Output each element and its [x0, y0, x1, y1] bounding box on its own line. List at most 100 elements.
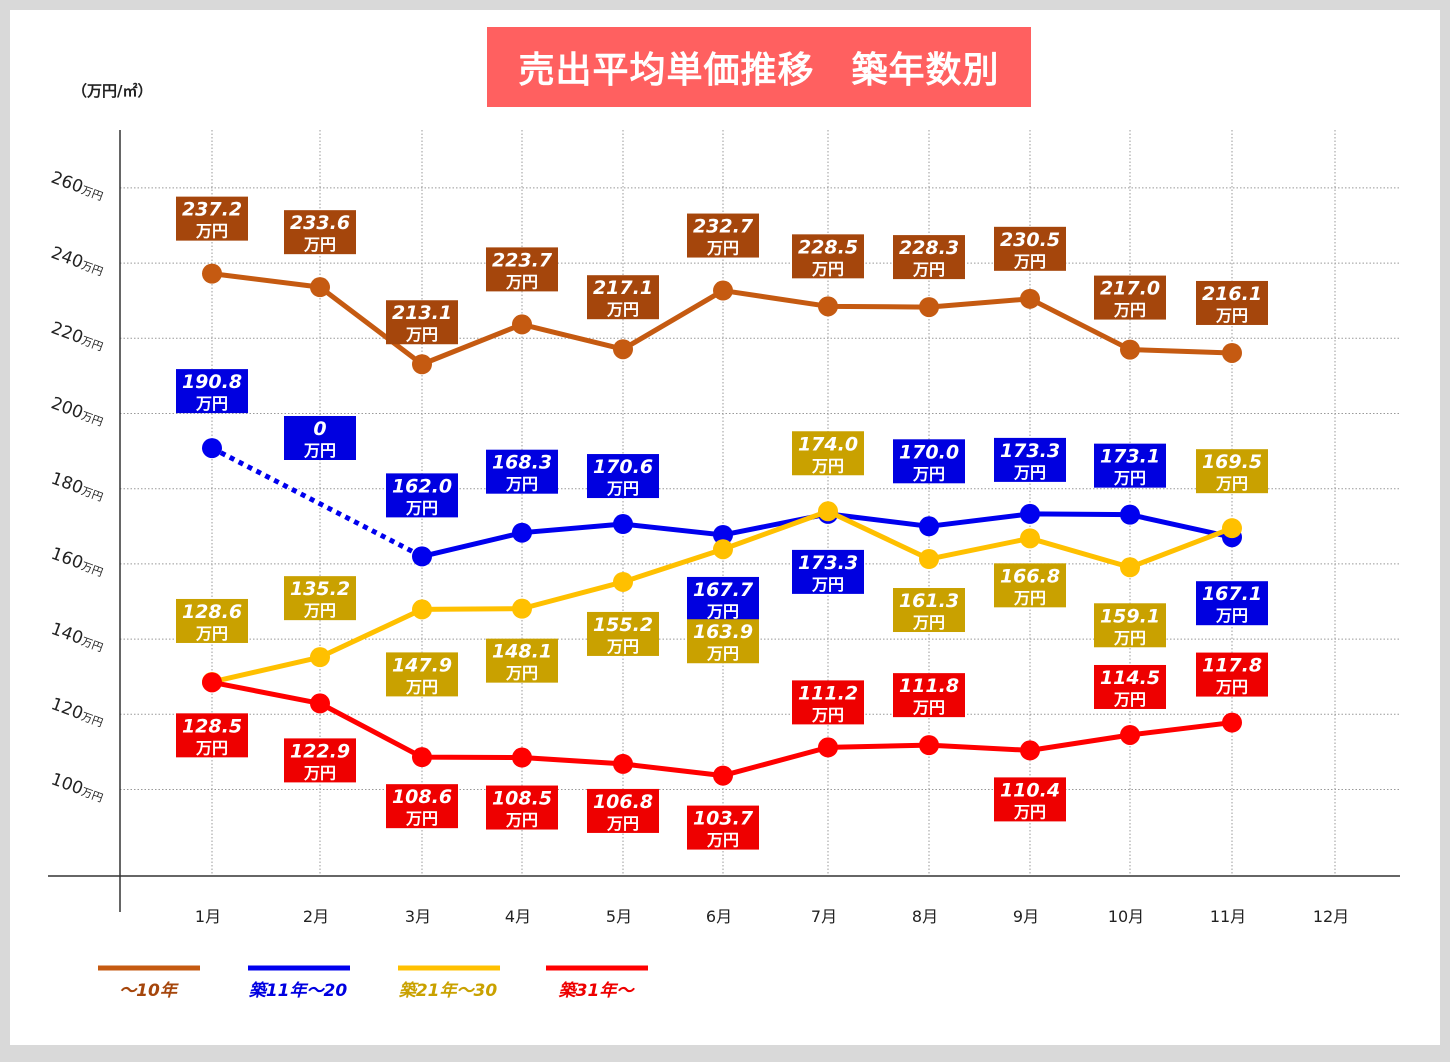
data-label-box	[1094, 443, 1166, 488]
data-label-unit: 万円	[606, 637, 639, 656]
data-label-series-2-5: 155.2万円	[587, 611, 659, 656]
series-0-point-2	[310, 277, 330, 298]
data-label-value: 161.3	[899, 590, 959, 612]
data-label-box	[486, 785, 558, 830]
data-label-box	[587, 788, 659, 833]
data-label-box	[1196, 652, 1268, 697]
series-0-point-10	[1120, 339, 1140, 360]
data-label-box	[687, 619, 759, 664]
data-label-unit: 万円	[811, 456, 844, 475]
series-3-line	[211, 679, 1233, 779]
data-label-unit: 万円	[405, 325, 438, 344]
data-label-value: 232.7	[693, 216, 754, 238]
data-label-series-1-3: 162.0万円	[386, 473, 458, 518]
data-label-unit: 万円	[195, 222, 228, 241]
series-3-point-7	[818, 737, 838, 758]
data-label-series-1-4: 168.3万円	[486, 449, 558, 494]
data-label-unit: 万円	[1013, 588, 1046, 607]
series-lines	[202, 263, 1242, 786]
data-label-value: 217.1	[593, 277, 653, 299]
data-label-value: 173.1	[1100, 446, 1160, 468]
data-label-box	[687, 805, 759, 850]
x-tick-label-12: 12月	[1313, 907, 1349, 926]
data-label-box	[486, 247, 558, 292]
series-2-point-3	[412, 599, 432, 620]
series-0-point-9	[1020, 288, 1040, 309]
legend-label: ～10年	[119, 981, 179, 1001]
data-label-value: 155.2	[593, 614, 653, 636]
series-0-point-3	[412, 354, 432, 375]
x-tick-label-9: 9月	[1013, 907, 1039, 926]
series-3-point-11	[1222, 712, 1242, 733]
data-label-box	[176, 598, 248, 643]
data-label-series-1-2: 0万円	[284, 416, 356, 460]
data-label-box	[386, 784, 458, 829]
data-label-value: 103.7	[693, 808, 754, 830]
data-label-value: 111.2	[798, 682, 858, 704]
data-label-unit: 万円	[1013, 463, 1046, 482]
legend-label: 築31年～	[559, 981, 636, 1001]
data-label-unit: 万円	[505, 664, 538, 683]
series-2-point-10	[1120, 557, 1140, 578]
data-label-unit: 万円	[405, 677, 438, 696]
data-label-unit: 万円	[195, 738, 228, 757]
data-label-series-1-1: 190.8万円	[176, 369, 248, 414]
data-label-series-2-7: 174.0万円	[792, 431, 864, 476]
data-label-value: 170.0	[899, 441, 959, 463]
data-label-unit: 万円	[505, 475, 538, 494]
data-label-value: 213.1	[392, 302, 452, 324]
data-label-value: 237.2	[182, 199, 242, 221]
data-label-unit: 万円	[505, 811, 538, 830]
series-1-point-5	[613, 514, 633, 535]
series-2-point-9	[1020, 528, 1040, 549]
data-label-unit: 万円	[811, 575, 844, 594]
series-3-point-10	[1120, 724, 1140, 745]
data-label-series-3-5: 106.8万円	[587, 788, 659, 833]
data-label-value: 216.1	[1202, 283, 1262, 305]
data-label-unit: 万円	[1215, 606, 1248, 625]
data-label-unit: 万円	[1013, 802, 1046, 821]
data-label-value: 167.7	[693, 579, 754, 601]
x-tick-label-1: 1月	[195, 907, 221, 926]
data-label-unit: 万円	[303, 235, 336, 254]
data-label-value: 170.6	[593, 456, 653, 478]
data-label-box	[792, 431, 864, 476]
data-label-unit: 万円	[1113, 301, 1146, 320]
data-label-series-1-11: 167.1万円	[1196, 581, 1268, 626]
y-tick-unit: 万円	[79, 710, 104, 730]
data-label-box	[893, 673, 965, 718]
series-0-point-11	[1222, 342, 1242, 363]
series-2-point-6	[713, 539, 733, 560]
data-label-unit: 万円	[303, 601, 336, 620]
series-0-point-7	[818, 296, 838, 317]
x-tick-label-11: 11月	[1210, 907, 1246, 926]
x-tick-label-5: 5月	[606, 907, 632, 926]
x-tick-label-10: 10月	[1108, 907, 1144, 926]
data-label-box	[1094, 275, 1166, 320]
series-2-point-2	[310, 647, 330, 668]
data-label-box	[176, 713, 248, 758]
data-label-series-2-3: 147.9万円	[386, 652, 458, 697]
x-tick-label-7: 7月	[811, 907, 837, 926]
data-label-box	[284, 210, 356, 255]
data-label-value: 190.8	[182, 371, 242, 393]
data-label-value: 108.5	[492, 788, 552, 810]
y-tick-label-220: 220万円	[48, 318, 106, 355]
data-label-value: 162.0	[392, 475, 452, 497]
legend-label: 築11年～20	[249, 981, 347, 1001]
data-label-unit: 万円	[1113, 628, 1146, 647]
series-3-point-1	[202, 672, 222, 693]
y-tick-unit: 万円	[79, 334, 104, 354]
data-label-series-2-11: 169.5万円	[1196, 449, 1268, 494]
data-label-value: 166.8	[1000, 565, 1060, 587]
data-label-series-1-9: 173.3万円	[994, 437, 1066, 482]
data-label-series-0-3: 213.1万円	[386, 300, 458, 345]
series-2-point-7	[818, 501, 838, 522]
series-0-point-6	[713, 280, 733, 301]
data-label-box	[687, 576, 759, 621]
data-label-value: 0	[313, 418, 326, 440]
data-label-value: 230.5	[1000, 229, 1060, 251]
data-label-unit: 万円	[405, 809, 438, 828]
